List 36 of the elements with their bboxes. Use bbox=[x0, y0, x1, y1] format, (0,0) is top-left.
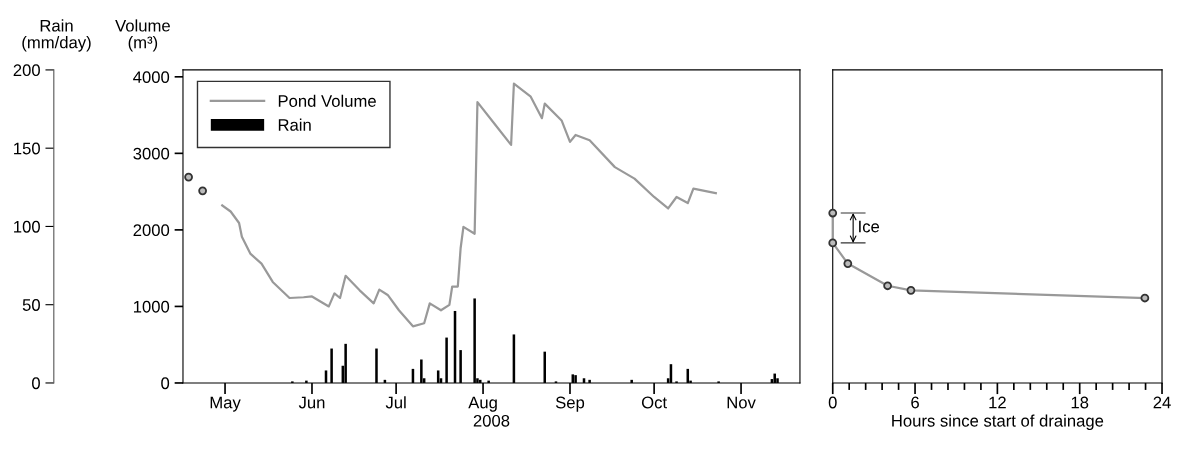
y2-tick-label: 200 bbox=[13, 64, 40, 77]
y-tick-label: 0 bbox=[161, 377, 170, 390]
x-tick-label: Nov bbox=[727, 396, 756, 409]
x-tick-label: Aug bbox=[468, 396, 497, 412]
legend-label: Rain bbox=[278, 118, 311, 131]
y-tick-label: 2000 bbox=[133, 224, 170, 237]
x-axis-title: Hours since start of drainage bbox=[892, 414, 1104, 431]
x-tick-label: 6 bbox=[911, 396, 919, 409]
x-tick-label: May bbox=[210, 396, 241, 412]
y2-tick-label: 100 bbox=[14, 220, 40, 233]
x-tick-label: Jul bbox=[385, 396, 406, 409]
point bbox=[906, 285, 916, 295]
x-axis-title: 2008 bbox=[473, 414, 510, 427]
y-tick-label: 3000 bbox=[133, 147, 170, 160]
point bbox=[1140, 293, 1150, 303]
x-tick-label: Oct bbox=[641, 396, 667, 409]
annotation: Ice bbox=[859, 220, 880, 233]
y2-tick-label: 50 bbox=[22, 299, 40, 311]
y2-tick-label: 0 bbox=[32, 377, 40, 390]
y2-axis-title: Rain (mm/day) bbox=[22, 19, 91, 52]
line-series bbox=[221, 82, 717, 328]
x-tick-label: 24 bbox=[1153, 396, 1171, 409]
x-tick-label: 12 bbox=[989, 396, 1006, 409]
x-tick-label: 0 bbox=[828, 396, 837, 409]
y-tick-label: 4000 bbox=[133, 71, 170, 84]
legend-label: Pond Volume bbox=[278, 94, 376, 107]
y-tick-label: 1000 bbox=[133, 300, 170, 313]
point bbox=[883, 281, 892, 291]
point bbox=[843, 259, 853, 268]
point bbox=[828, 208, 838, 218]
y-axis-title: Volume (m³) bbox=[115, 19, 170, 52]
y2-tick-label: 150 bbox=[14, 142, 40, 155]
x-tick-label: 18 bbox=[1071, 396, 1089, 409]
point bbox=[828, 238, 838, 248]
x-tick-label: Jun bbox=[298, 396, 325, 409]
x-tick-label: Sep bbox=[555, 396, 585, 412]
